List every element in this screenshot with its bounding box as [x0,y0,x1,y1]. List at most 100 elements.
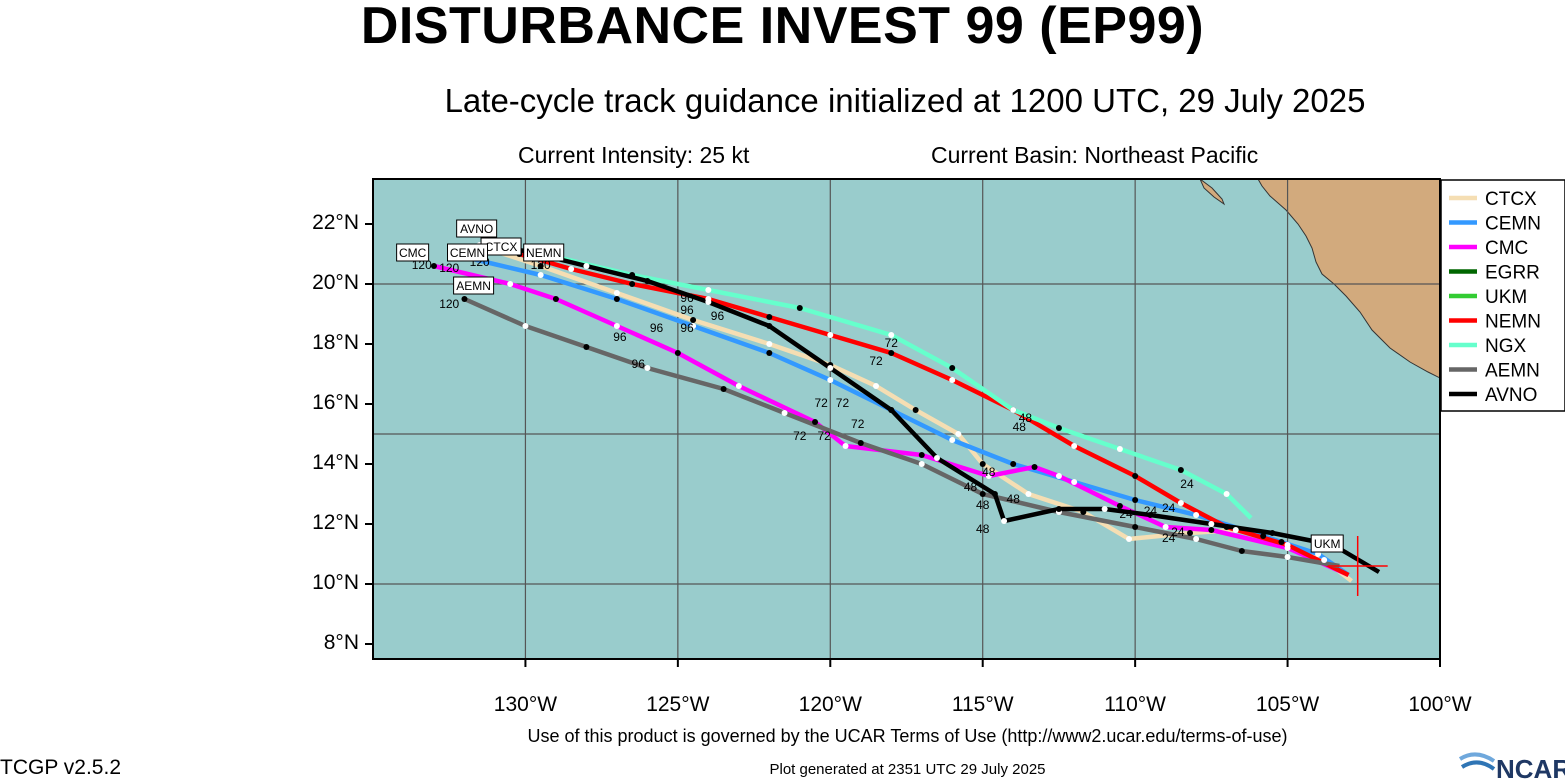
lat-label: 16°N [312,391,359,414]
forecast-hour-label: 96 [711,309,725,323]
track-point-aemn [583,344,590,350]
track-point-cmc [985,473,992,479]
forecast-hour-label: 24 [1119,507,1133,521]
forecast-hour-label: 72 [851,417,865,431]
model-label-ukm: UKM [1314,537,1341,551]
track-point-cemn [1010,461,1017,467]
track-point-nemn [1223,524,1230,530]
model-label-nemn: NEMN [526,246,561,260]
lon-label: 110°W [1104,693,1166,716]
track-point-ctcx [1080,509,1087,515]
lat-label: 18°N [312,331,359,354]
track-point-aemn [461,296,468,302]
track-point-cmc [507,281,514,287]
lon-label: 105°W [1255,693,1320,716]
track-point-cemn [827,377,834,383]
lat-label: 20°N [312,271,359,294]
track-ngx [555,254,1253,520]
forecast-hour-label: 24 [1180,477,1194,491]
track-point-nemn [827,332,834,338]
track-point-ctcx [912,407,919,413]
legend-item-cemn: CEMN [1485,214,1541,235]
model-label-cemn: CEMN [450,246,485,260]
forecast-hour-label: 48 [1007,492,1021,506]
legend-item-ukm: UKM [1485,287,1527,308]
track-point-ngx [1223,491,1230,497]
ncar-logo-text: NCAR [1496,754,1565,780]
forecast-hour-label: 72 [814,396,828,410]
track-point-aemn [720,386,727,392]
track-point-ctcx [1126,536,1133,542]
legend-item-ngx: NGX [1485,336,1527,357]
lat-label: 8°N [323,631,359,654]
track-point-cemn [949,437,956,443]
track-point-cmc [430,263,437,269]
track-point-ngx [796,305,803,311]
lat-label: 22°N [312,211,359,234]
track-dots [430,242,1337,563]
legend-item-ctcx: CTCX [1485,189,1537,210]
track-point-ctcx [1232,527,1239,533]
version-label: TCGP v2.5.2 [0,756,121,779]
model-label-box [523,243,565,262]
track-point-cmc [674,350,681,356]
lon-label: 130°W [493,693,558,716]
track-point-nemn [766,314,773,320]
legend: CTCX CEMN CMC EGRR UKM NEMN NGX AEMN AVNO [1440,179,1565,412]
lon-label: 120°W [798,693,862,716]
track-point-aemn [979,491,986,497]
track-point-avno [1269,530,1276,536]
track-point-cmc [1031,464,1038,470]
legend-item-aemn: AEMN [1485,361,1540,382]
forecast-hour-label: 96 [680,321,694,335]
track-point-ctcx [873,383,880,389]
track-point-avno [1001,518,1008,524]
model-label-box [447,243,489,262]
track-lines [433,242,1381,583]
track-point-ngx [1055,425,1062,431]
lat-label: 14°N [312,451,359,474]
forecast-hour-label: 72 [793,429,807,443]
track-point-ctcx [690,317,697,323]
track-point-aemn [857,440,864,446]
lat-label: 10°N [312,571,359,594]
track-point-avno [1055,506,1062,512]
track-point-avno [705,299,712,305]
forecast-hour-label: 48 [964,480,978,494]
terms-of-use: Use of this product is governed by the U… [527,726,1288,746]
track-point-nemn [629,281,636,287]
track-point-avno [766,323,773,329]
track-point-ctcx [1025,491,1032,497]
forecast-hour-label: 96 [650,321,664,335]
track-point-cemn [1132,497,1139,503]
forecast-hour-label: 120 [439,261,459,275]
track-point-nemn [949,377,956,383]
forecast-hour-label: 48 [1013,420,1027,434]
track-point-ctcx [955,431,962,437]
ncar-logo: NCAR [1458,752,1565,780]
track-point-ngx [888,332,895,338]
model-label-box [456,219,498,238]
track-point-cemn [1071,479,1078,485]
track-point-cemn [1260,533,1267,539]
track-point-aemn [1132,524,1139,530]
forecast-hour-label: 96 [680,303,694,317]
track-point-nemn [1177,500,1184,506]
track-point-cemn [613,296,620,302]
track-point-cmc [842,443,849,449]
current-intensity: Current Intensity: 25 kt [518,142,750,168]
track-point-aemn [1284,554,1291,560]
track-point-ngx [1010,407,1017,413]
forecast-hour-label: 120 [439,297,459,311]
track-point-nemn [1071,443,1078,449]
forecast-hour-label: 96 [632,357,646,371]
current-basin: Current Basin: Northeast Pacific [931,142,1259,168]
forecast-hour-label: 96 [613,330,627,344]
track-point-avno [991,491,998,497]
model-label-avno: AVNO [460,222,493,236]
track-point-ngx [1177,467,1184,473]
track-point-cmc [1116,503,1123,509]
forecast-hour-label: 48 [1019,411,1033,425]
